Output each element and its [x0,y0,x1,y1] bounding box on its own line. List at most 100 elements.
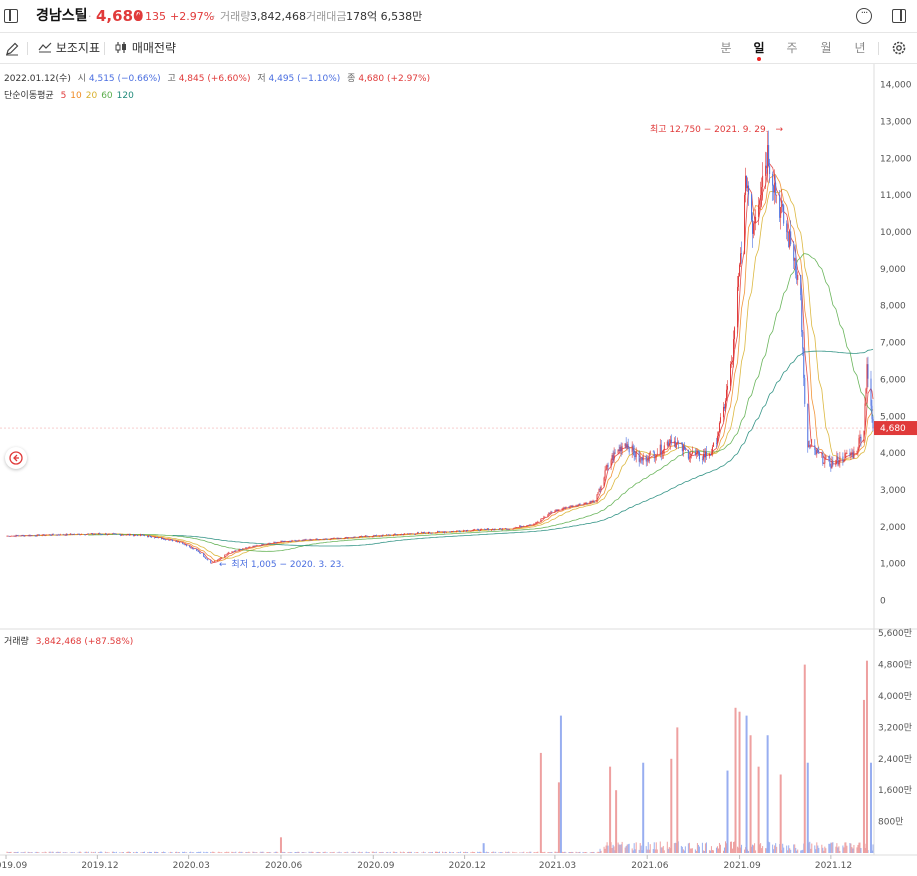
candle-body [789,231,791,248]
candle-body [522,526,524,527]
candle-body [8,535,10,537]
scroll-back-button[interactable] [5,447,27,469]
candle-body [464,530,466,532]
volume-bar [550,852,552,853]
current-price-badge [874,421,917,436]
candle-body [443,531,445,533]
volume-bar [557,851,559,853]
strategy-button[interactable]: 매매전략 [115,33,176,64]
period-minute[interactable]: 분 [720,41,732,55]
candle-body [774,182,776,193]
volume-bar [100,851,102,853]
candle-body [35,535,37,537]
candle-body [15,535,17,537]
volume-bar [703,850,705,853]
volume-spike-bar [726,770,729,853]
volume-bar [358,851,360,853]
candle-body [198,550,200,552]
candle-body [687,449,689,459]
volume-bar [488,852,490,853]
volume-bar [710,846,712,853]
volume-bar [177,852,179,853]
candle-body [319,539,321,540]
candle-body [255,545,257,547]
candle-body [512,528,514,530]
price-chart[interactable]: 14,000 13,000 12,000 11,000 10,000 9,000 8,000… [0,64,917,876]
volume-bar [677,841,679,853]
volume-bar [176,851,178,853]
volume-bar [507,851,509,853]
candle-body [638,451,640,462]
volume-bar [486,851,488,853]
draw-pencil-icon[interactable] [5,41,19,56]
candle-body [537,521,539,523]
volume-panel-label: 거래량 [4,637,29,647]
volume-bar [493,851,495,853]
panel-toggle-icon[interactable] [892,9,906,23]
volume-bar [832,842,834,853]
candle-body [516,527,518,528]
candle-body [816,450,818,455]
volume-bar [673,843,675,853]
candle-body [107,533,109,535]
volume-spike-bar [803,664,806,853]
volume-bar [717,848,719,853]
more-icon[interactable]: ··· [856,8,872,24]
volume-bar [649,844,651,853]
volume-bar [210,851,212,853]
candle-body [486,529,488,530]
volume-bar [268,852,270,853]
volume-bar [360,852,362,853]
volume-bar [543,852,545,853]
volume-spike-bar [806,762,809,853]
volume-bar [233,852,235,853]
candle-body [254,545,256,547]
volume-bar [617,842,619,853]
volume-spike-bar [539,752,542,853]
candle-body [118,534,120,535]
candle-body [225,554,227,556]
volume-bar [464,852,466,853]
candle-body [98,533,100,534]
settings-gear-icon[interactable] [891,40,907,56]
candle-body [357,537,359,538]
candle-body [659,444,661,454]
candle-body [669,439,671,444]
period-month[interactable]: 월 [820,41,832,55]
volume-bar [660,847,662,853]
candle-body [804,377,806,404]
period-day[interactable]: 일 [749,33,769,64]
sidebar-toggle-icon[interactable] [4,9,18,23]
candle-body [416,532,418,534]
candle-body [633,450,635,456]
candle-body [310,539,312,541]
candle-body [260,545,262,546]
indicator-button[interactable]: 보조지표 [38,33,100,64]
candle-body [450,531,452,533]
candle-body [647,460,649,462]
volume-bar [198,851,200,853]
volume-bar [751,846,753,853]
candle-body [338,538,340,539]
candle-body [478,529,480,531]
candle-body [92,533,94,535]
price-change-pct: +2.97% [170,10,215,23]
candle-body [800,274,802,296]
period-year[interactable]: 년 [854,41,866,55]
candle-body [807,403,809,448]
volume-bar [654,849,656,853]
candle-body [269,543,271,544]
candle-body [842,456,844,462]
candle-body [23,535,25,537]
stock-name: 경남스틸 [36,8,88,24]
candle-body [332,538,334,539]
candle-body [101,534,103,535]
volume-bar [570,852,572,853]
candle-body [59,534,61,536]
period-week[interactable]: 주 [786,41,798,55]
volume-bar [136,852,138,853]
volume-bar [723,847,725,853]
volume-bar [255,852,257,853]
candle-body [438,531,440,532]
candle-body [555,509,557,511]
